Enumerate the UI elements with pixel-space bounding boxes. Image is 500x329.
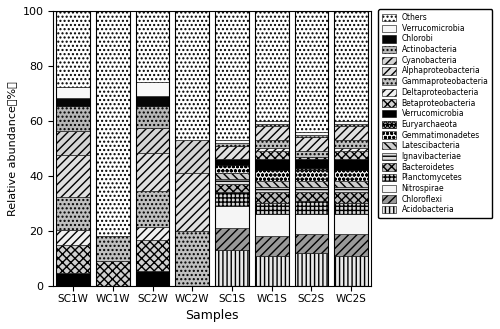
Bar: [215, 192, 249, 206]
Bar: [176, 11, 209, 140]
Bar: [56, 230, 90, 245]
Bar: [294, 187, 328, 192]
Bar: [255, 192, 288, 203]
Bar: [334, 234, 368, 256]
Bar: [294, 159, 328, 168]
Bar: [255, 151, 288, 159]
Bar: [215, 250, 249, 286]
Bar: [215, 11, 249, 286]
Bar: [255, 256, 288, 286]
Bar: [294, 132, 328, 135]
Bar: [136, 153, 170, 191]
Bar: [56, 87, 90, 97]
Bar: [136, 240, 170, 271]
Bar: [56, 131, 90, 155]
Bar: [294, 215, 328, 234]
Bar: [255, 140, 288, 148]
Bar: [255, 11, 288, 121]
Bar: [255, 236, 288, 256]
Bar: [136, 128, 170, 153]
Bar: [136, 271, 170, 286]
Bar: [334, 121, 368, 124]
Bar: [334, 203, 368, 215]
Bar: [136, 227, 170, 240]
Bar: [294, 157, 328, 159]
Bar: [56, 273, 90, 286]
Bar: [136, 11, 170, 286]
X-axis label: Samples: Samples: [186, 309, 239, 322]
Bar: [176, 231, 209, 286]
Bar: [334, 151, 368, 159]
Bar: [215, 228, 249, 250]
Bar: [255, 215, 288, 236]
Bar: [136, 96, 170, 106]
Bar: [294, 135, 328, 138]
Bar: [255, 181, 288, 187]
Bar: [176, 140, 209, 173]
Bar: [294, 138, 328, 151]
Bar: [215, 179, 249, 184]
Bar: [96, 11, 130, 286]
Bar: [56, 196, 90, 230]
Legend: Others, Verrucomicrobia , Chlorobi, Actinobacteria, Cyanobacteria, Alphaproteoba: Others, Verrucomicrobia , Chlorobi, Acti…: [378, 9, 492, 218]
Bar: [255, 121, 288, 124]
Bar: [136, 83, 170, 96]
Bar: [294, 181, 328, 187]
Bar: [294, 201, 328, 215]
Bar: [294, 11, 328, 286]
Bar: [334, 140, 368, 148]
Bar: [255, 11, 288, 286]
Y-axis label: Relative abundance（%）: Relative abundance（%）: [7, 81, 17, 216]
Bar: [215, 140, 249, 143]
Bar: [215, 173, 249, 179]
Bar: [294, 234, 328, 253]
Bar: [294, 170, 328, 181]
Bar: [215, 206, 249, 228]
Bar: [215, 11, 249, 140]
Bar: [96, 236, 130, 261]
Bar: [255, 170, 288, 181]
Bar: [334, 11, 368, 286]
Bar: [215, 146, 249, 159]
Bar: [215, 159, 249, 165]
Bar: [215, 143, 249, 146]
Bar: [176, 173, 209, 231]
Bar: [255, 124, 288, 126]
Bar: [334, 126, 368, 140]
Bar: [136, 11, 170, 83]
Bar: [255, 126, 288, 140]
Bar: [334, 11, 368, 121]
Bar: [136, 191, 170, 227]
Bar: [334, 215, 368, 234]
Bar: [56, 11, 90, 87]
Bar: [294, 168, 328, 170]
Bar: [56, 106, 90, 131]
Bar: [294, 253, 328, 286]
Bar: [334, 124, 368, 126]
Bar: [334, 170, 368, 181]
Bar: [176, 11, 209, 286]
Bar: [96, 11, 130, 236]
Bar: [255, 187, 288, 192]
Bar: [334, 181, 368, 187]
Bar: [255, 203, 288, 215]
Bar: [56, 11, 90, 286]
Bar: [334, 148, 368, 151]
Bar: [294, 11, 328, 132]
Bar: [255, 148, 288, 151]
Bar: [56, 155, 90, 196]
Bar: [56, 97, 90, 106]
Bar: [215, 184, 249, 192]
Bar: [334, 256, 368, 286]
Bar: [255, 159, 288, 170]
Bar: [334, 187, 368, 192]
Bar: [215, 165, 249, 173]
Bar: [136, 106, 170, 128]
Bar: [56, 245, 90, 273]
Bar: [294, 192, 328, 201]
Bar: [334, 159, 368, 170]
Bar: [96, 261, 130, 286]
Bar: [294, 151, 328, 157]
Bar: [334, 192, 368, 203]
